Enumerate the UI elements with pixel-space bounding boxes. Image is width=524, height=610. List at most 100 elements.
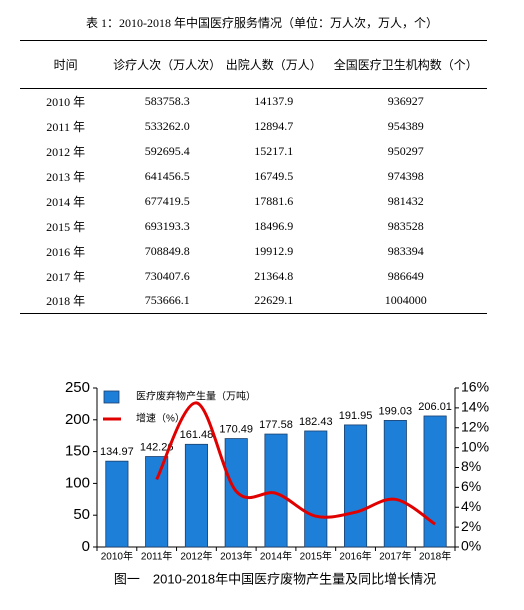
x-tick-label: 2014年 <box>260 550 292 563</box>
bar <box>145 456 169 548</box>
table-cell: 2015 年 <box>46 219 86 234</box>
table-cell: 583758.3 <box>144 93 190 108</box>
y2-tick-label: 12% <box>461 418 489 434</box>
bar <box>105 460 129 548</box>
table-cell: 981432 <box>387 193 424 208</box>
table-cell: 22629.1 <box>254 293 294 308</box>
header-cell: 诊疗人次（万人次） <box>111 41 223 89</box>
bar <box>264 433 288 548</box>
table-cell: 592695.4 <box>144 143 190 158</box>
header-text: 全国医疗卫生机构数（个） <box>333 57 478 72</box>
x-tick-label: 2015年 <box>300 550 332 563</box>
table-row: 2011 年 533262.0 12894.7 954389 <box>20 114 487 139</box>
x-tick-label: 2010年 <box>101 550 133 563</box>
table-cell: 2014 年 <box>46 194 86 209</box>
table-cell: 730407.6 <box>144 268 190 283</box>
y-tick-label: 250 <box>65 379 90 396</box>
table-cell: 954389 <box>387 118 424 133</box>
x-tick-label: 2018年 <box>419 550 451 563</box>
y-tick-label: 200 <box>65 411 90 428</box>
table-row: 2012 年 592695.4 15217.1 950297 <box>20 139 487 164</box>
legend-label: 医疗废弃物产生量（万吨） <box>136 390 256 403</box>
table-cell: 983528 <box>387 218 424 233</box>
bar <box>383 420 407 548</box>
header-text: 诊疗人次（万人次） <box>113 57 222 72</box>
table-cell: 2011 年 <box>46 119 85 134</box>
table-cell: 641456.5 <box>144 168 190 183</box>
table-cell: 17881.6 <box>254 193 294 208</box>
y2-tick-label: 6% <box>461 478 481 494</box>
bar <box>344 424 368 548</box>
y2-tick-label: 4% <box>461 498 481 514</box>
table-row: 2018 年 753666.1 22629.1 1004000 <box>20 289 487 314</box>
x-tick-label: 2012年 <box>180 550 212 563</box>
table-cell: 533262.0 <box>144 118 190 133</box>
data-label: 206.01 <box>418 401 452 413</box>
table-cell: 936927 <box>387 93 424 108</box>
table-cell: 21364.8 <box>254 268 294 283</box>
table-row: 2015 年 693193.3 18496.9 983528 <box>20 214 487 239</box>
table-cell: 677419.5 <box>144 193 190 208</box>
table-cell: 16749.5 <box>254 168 294 183</box>
table-cell: 983394 <box>387 243 424 258</box>
y2-tick-label: 14% <box>461 399 489 415</box>
x-tick-label: 2016年 <box>339 550 371 563</box>
data-label: 191.95 <box>339 410 373 422</box>
y2-tick-label: 2% <box>461 518 481 534</box>
table-cell: 15217.1 <box>254 143 294 158</box>
table-row: 2014 年 677419.5 17881.6 981432 <box>20 189 487 214</box>
legend-swatch <box>103 390 120 404</box>
y-tick-label: 50 <box>73 506 90 523</box>
x-tick-label: 2011年 <box>141 550 173 563</box>
table-cell: 1004000 <box>384 293 427 308</box>
data-label: 134.97 <box>100 446 134 458</box>
y2-tick-label: 0% <box>461 538 481 554</box>
bar <box>423 415 447 548</box>
table-cell: 2018 年 <box>46 294 86 309</box>
table-cell: 14137.9 <box>254 93 294 108</box>
data-label: 170.49 <box>219 423 253 435</box>
chart: 0 50 100 150 200 250 0% 2% 4% 6% 8% 10% 12% 14% 16% 134… <box>65 379 489 587</box>
data-label: 182.43 <box>299 416 333 428</box>
data-label: 161.48 <box>180 429 214 441</box>
y2-tick-label: 10% <box>461 438 489 454</box>
table-cell: 12894.7 <box>254 118 294 133</box>
y-tick-label: 0 <box>82 538 90 555</box>
table-cell: 986649 <box>387 268 424 283</box>
data-label: 177.58 <box>259 419 293 431</box>
legend-label: 增速（%） <box>136 412 185 425</box>
table-cell: 2013 年 <box>46 169 86 184</box>
header-text: 出院人数（万人） <box>225 57 322 72</box>
table-cell: 2010 年 <box>46 94 86 109</box>
data-label: 142.26 <box>140 441 174 453</box>
header-cell: 全国医疗卫生机构数（个） <box>325 41 487 89</box>
table-cell: 708849.8 <box>144 243 190 258</box>
bar <box>304 430 328 548</box>
table-cell: 950297 <box>387 143 424 158</box>
table-cell: 753666.1 <box>144 293 190 308</box>
chart-caption: 图一 2010-2018年中国医疗废物产生量及同比增长情况 <box>114 571 436 586</box>
table-cell: 974398 <box>387 168 424 183</box>
table-cell: 2016 年 <box>46 244 86 259</box>
line <box>155 401 436 526</box>
x-tick-label: 2013年 <box>220 550 252 563</box>
y2-tick-label: 8% <box>461 458 481 474</box>
table-cell: 2012 年 <box>46 144 86 159</box>
table-row: 2010 年 583758.3 14137.9 936927 <box>20 89 487 114</box>
x-tick-label: 2017年 <box>379 550 411 563</box>
table-cell: 2017 年 <box>46 269 86 284</box>
y2-tick-label: 16% <box>461 379 489 395</box>
bar <box>184 443 208 548</box>
table-title: 表 1：2010-2018 年中国医疗服务情况（单位：万人次，万人，个） <box>86 16 438 30</box>
table: 时间 诊疗人次（万人次） 出院人数（万人） 全国医疗卫生机构数（个） 2010 年 583… <box>20 40 487 314</box>
y-tick-label: 100 <box>65 474 90 491</box>
data-label: 199.03 <box>379 405 413 417</box>
table-row: 2016 年 708849.8 19912.9 983394 <box>20 239 487 264</box>
header-text: 时间 <box>53 57 78 72</box>
table-row: 2017 年 730407.6 21364.8 986649 <box>20 264 487 289</box>
table-cell: 18496.9 <box>254 218 294 233</box>
table-cell: 19912.9 <box>254 243 294 258</box>
table-cell: 693193.3 <box>144 218 190 233</box>
header-cell: 出院人数（万人） <box>223 41 325 89</box>
